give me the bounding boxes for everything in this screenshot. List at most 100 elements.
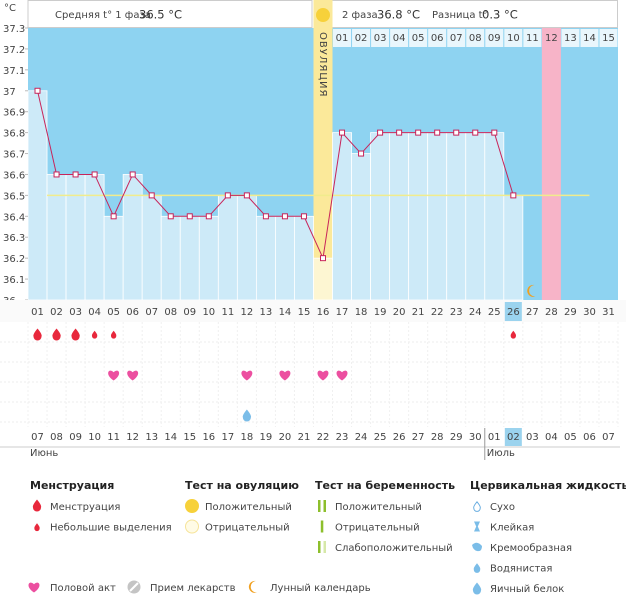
calendar-date: 20 — [279, 432, 292, 443]
x-tick-label: 01 — [31, 307, 44, 318]
legend-title: Цервикальная жидкость — [470, 479, 626, 492]
x-tick-label: 12 — [241, 307, 254, 318]
legend-icon — [473, 501, 481, 512]
legend-label: Положительный — [205, 502, 292, 513]
temperature-fill — [389, 132, 410, 301]
phase2-day: 05 — [412, 33, 425, 44]
temperature-point — [129, 171, 136, 178]
legend-label: Небольшие выделения — [50, 523, 172, 534]
calendar-date: 07 — [602, 432, 615, 443]
temperature-fill — [503, 194, 524, 301]
phase2-cell — [485, 29, 504, 47]
menstruation-heavy — [33, 328, 42, 341]
y-tick-label: 36.5 — [3, 191, 25, 202]
y-tick-label: 36.7 — [3, 150, 25, 161]
calendar-date: 25 — [374, 432, 387, 443]
calendar-date: 24 — [355, 432, 368, 443]
x-tick-label: 31 — [602, 307, 615, 318]
temperature-fill — [408, 132, 429, 301]
x-tick-label: 19 — [374, 307, 387, 318]
temperature-point — [186, 213, 193, 220]
phase2-cell — [466, 29, 485, 47]
phase2-cell — [428, 29, 447, 47]
y-tick-label: 36.2 — [3, 254, 25, 265]
temperature-point — [358, 150, 365, 157]
calendar-date: 01 — [488, 432, 501, 443]
x-tick-label: 23 — [450, 307, 463, 318]
legend-icon — [318, 500, 321, 512]
phase2-value: 36.8 °C — [377, 8, 420, 22]
legend-icon — [185, 519, 199, 534]
x-tick-label: 08 — [164, 307, 177, 318]
legend-icon — [472, 582, 482, 595]
temperature-fill — [65, 174, 86, 301]
legend-icon — [34, 523, 40, 532]
moon-marker — [527, 284, 536, 297]
calendar-date: 03 — [526, 432, 539, 443]
legend-icon — [185, 499, 199, 513]
x-tick-label: 06 — [126, 307, 139, 318]
legend-icon — [320, 520, 324, 533]
temperature-fill — [84, 174, 105, 301]
x-tick-label: 28 — [545, 307, 558, 318]
menstruation-heavy — [71, 328, 80, 341]
legend-label: Отрицательный — [335, 523, 420, 534]
calendar-date: 19 — [260, 432, 273, 443]
calendar-date: 15 — [183, 432, 196, 443]
diff-value: 0.3 °C — [482, 8, 518, 22]
x-tick-label: 10 — [202, 307, 215, 318]
menstruation-light — [510, 330, 517, 339]
calendar-date: 04 — [545, 432, 558, 443]
temperature-point — [224, 192, 231, 199]
calendar-date: 22 — [317, 432, 330, 443]
legend-label: Отрицательный — [205, 523, 290, 534]
y-tick-label: 36.9 — [3, 108, 25, 119]
legend-label: Яичный белок — [490, 584, 564, 595]
today-cell — [504, 302, 522, 321]
y-tick-label: 37.3 — [3, 24, 25, 35]
temperature-fill — [484, 132, 505, 301]
x-tick-label: 04 — [88, 307, 101, 318]
legend-label: Менструация — [50, 502, 120, 513]
menstruation-light — [110, 330, 117, 339]
legend-label: Клейкая — [490, 523, 534, 534]
temperature-fill — [217, 194, 238, 301]
x-tick-label: 13 — [260, 307, 273, 318]
intercourse — [336, 370, 348, 381]
menstruation-heavy — [52, 328, 61, 341]
temperature-point — [243, 192, 250, 199]
y-tick-label: 36.1 — [3, 275, 25, 286]
temperature-fill — [332, 132, 352, 301]
phase2-cell — [371, 29, 390, 47]
x-tick-label: 29 — [564, 307, 577, 318]
temperature-fill — [122, 174, 143, 301]
phase2-cell — [523, 29, 542, 47]
temperature-point — [262, 213, 269, 220]
intercourse — [317, 370, 329, 381]
temperature-fill — [313, 257, 333, 301]
phase2-day: 15 — [602, 33, 615, 44]
temperature-fill — [427, 132, 448, 301]
x-tick-label: 20 — [393, 307, 406, 318]
phase2-cell — [504, 29, 523, 47]
phase2-day: 03 — [374, 33, 387, 44]
legend-icon — [473, 563, 481, 573]
calendar-date: 14 — [164, 432, 177, 443]
calendar-date: 18 — [241, 432, 254, 443]
legend-icon — [248, 580, 257, 593]
phase2-day: 08 — [469, 33, 482, 44]
temperature-fill — [103, 215, 124, 301]
phase1-label: Средняя t° 1 фаза — [55, 10, 151, 21]
calendar-date: 23 — [336, 432, 349, 443]
phase2-cell — [561, 29, 580, 47]
y-tick-label: 36.6 — [3, 170, 25, 181]
phase2-day: 11 — [526, 33, 539, 44]
x-tick-label: 30 — [583, 307, 596, 318]
legend-icon — [28, 582, 40, 593]
phase2-day: 10 — [507, 33, 520, 44]
calendar-date: 26 — [393, 432, 406, 443]
calendar-date: 06 — [583, 432, 596, 443]
ovulation-label: ОВУЛЯЦИЯ — [317, 32, 328, 98]
temperature-fill — [465, 132, 486, 301]
header-left — [27, 0, 313, 28]
